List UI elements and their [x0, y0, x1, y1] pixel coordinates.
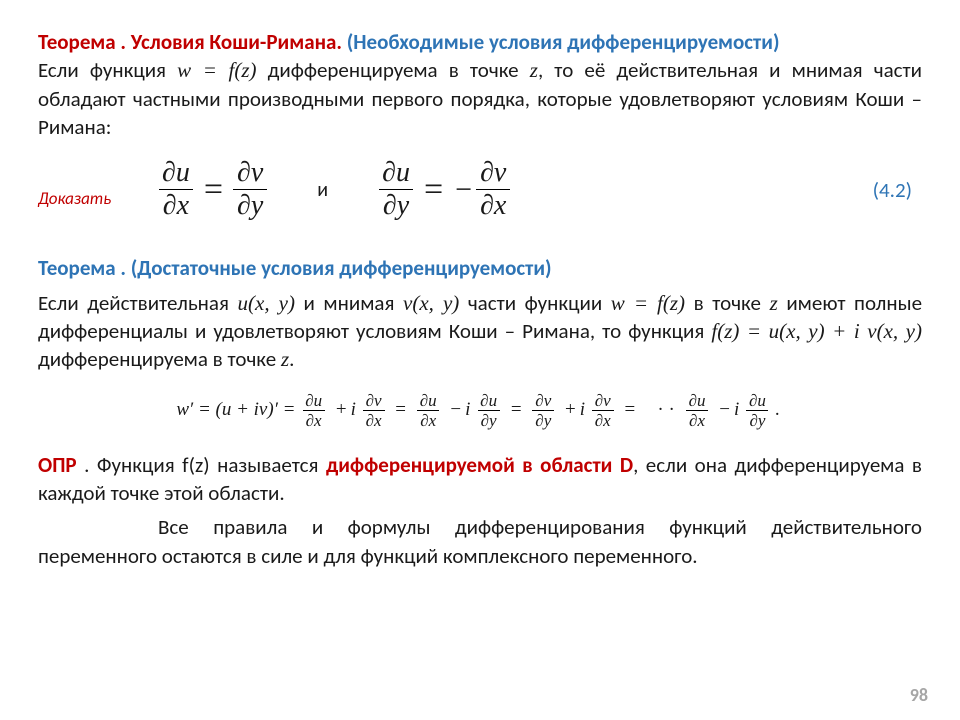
- page-number: 98: [910, 684, 928, 706]
- frac-dv-dx: ∂v ∂x: [476, 159, 510, 220]
- def-term: дифференцируемой в области D: [326, 452, 633, 478]
- equals-1: =: [194, 171, 233, 209]
- theorem1-label: Теорема . Условия Коши-Римана.: [38, 29, 342, 55]
- frac-du-dy: ∂u ∂y: [378, 159, 414, 220]
- equation-area: ∂u ∂x = ∂v ∂y и ∂u ∂y = − ∂v ∂x (4.2): [158, 159, 922, 220]
- theorem1-z: z: [530, 58, 538, 82]
- frac-du-dx: ∂u ∂x: [158, 159, 194, 220]
- prove-label: Доказать: [38, 170, 158, 209]
- minus-sign: −: [453, 173, 476, 207]
- theorem2-body: Если действительная u(x, y) и мнимая v(x…: [38, 289, 922, 374]
- wprime-equation: w′ = (u + iv)′ = ∂u∂x +i ∂v∂x = ∂u∂x −i …: [38, 392, 922, 429]
- theorem1-qual-close: ): [773, 29, 780, 55]
- theorem1-wfz: w = f(z): [177, 58, 256, 82]
- def-label: ОПР: [38, 452, 77, 478]
- theorem1-mid: дифференцируема в точке: [257, 57, 530, 83]
- cauchy-riemann-equations: Доказать ∂u ∂x = ∂v ∂y и ∂u ∂y = − ∂v ∂x…: [38, 159, 922, 220]
- theorem1-pre: Если функция: [38, 57, 177, 83]
- theorem2-head: Теорема . (Достаточные условия дифференц…: [38, 254, 922, 282]
- frac-dv-dy: ∂v ∂y: [233, 159, 267, 220]
- theorem1-para: Теорема . Условия Коши-Римана. (Необходи…: [38, 28, 922, 141]
- and-label: и: [267, 178, 378, 202]
- equals-2: =: [414, 171, 453, 209]
- closing-para: Все правила и формулы дифференцирования …: [38, 513, 922, 570]
- theorem2-label: Теорема . (Достаточные условия дифференц…: [38, 255, 552, 281]
- theorem1-qual: (Необходимые условия дифференцируемости: [342, 29, 773, 55]
- equation-number: (4.2): [873, 177, 922, 203]
- definition-para: ОПР . Функция f(z) называется дифференци…: [38, 451, 922, 508]
